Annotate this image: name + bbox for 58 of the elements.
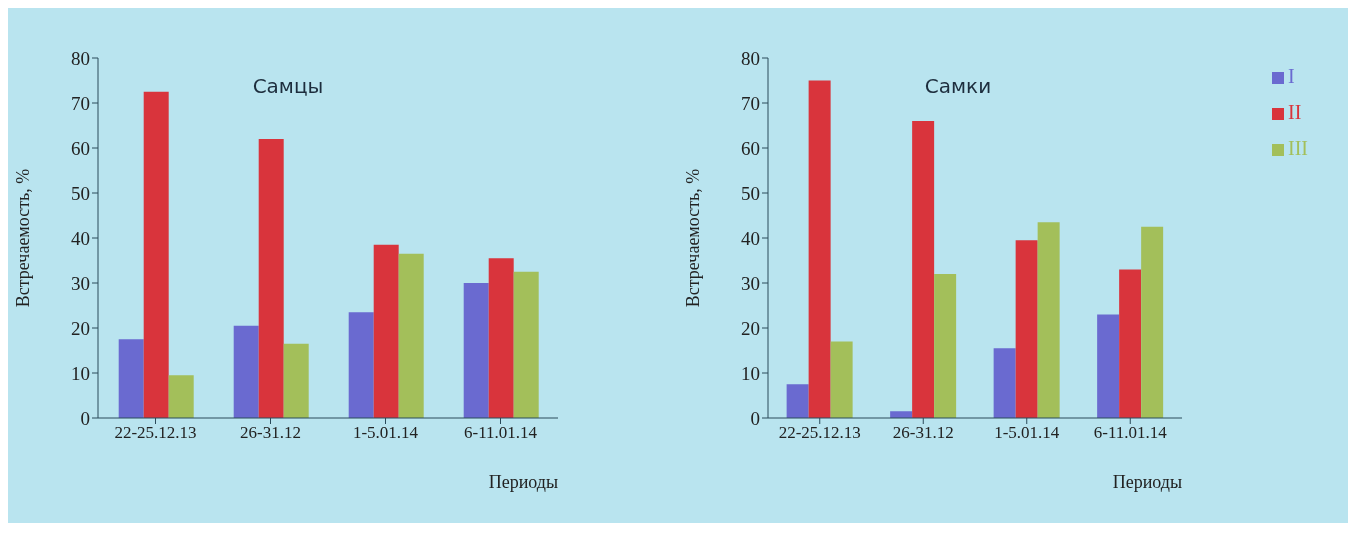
x-tick-label: 6-11.01.14: [1093, 423, 1168, 443]
y-tick-label: 0: [80, 407, 90, 429]
bar: [1097, 314, 1120, 418]
x-tick-label: 6-11.01.14: [463, 423, 538, 443]
x-tick-label: 1-5.01.14: [994, 423, 1060, 443]
y-tick-label: 30: [71, 272, 90, 294]
bar: [463, 283, 489, 418]
bar: [786, 384, 809, 418]
bar: [912, 121, 935, 418]
y-tick-label: 10: [71, 362, 90, 384]
y-tick-label: 70: [71, 92, 90, 114]
y-tick-label: 0: [750, 407, 760, 429]
y-tick-label: 60: [71, 137, 90, 159]
bar: [808, 80, 831, 418]
bar: [233, 325, 259, 418]
bar: [1119, 269, 1142, 418]
y-axis-title: Встречаемость, %: [13, 168, 34, 308]
x-tick-label: 26-31.12: [240, 423, 301, 443]
bar: [348, 312, 374, 418]
legend-label: II: [1288, 101, 1302, 123]
y-tick-label: 40: [71, 227, 90, 249]
y-tick-label: 70: [741, 92, 760, 114]
y-tick-label: 80: [71, 47, 90, 69]
text: Самцы: [252, 74, 324, 98]
y-tick-label: 10: [741, 362, 760, 384]
y-tick-label: 60: [741, 137, 760, 159]
bar: [258, 139, 284, 418]
bar: [1141, 226, 1164, 418]
bar: [830, 341, 853, 418]
bar: [488, 258, 514, 418]
bar: [513, 271, 539, 418]
bar: [168, 375, 194, 418]
y-tick-label: 30: [741, 272, 760, 294]
y-tick-label: 50: [741, 182, 760, 204]
x-tick-label: 22-25.12.13: [778, 423, 861, 443]
x-tick-label: 22-25.12.13: [114, 423, 197, 443]
x-tick-label: 26-31.12: [892, 423, 954, 443]
x-axis-title: Периоды: [488, 472, 558, 492]
bar: [1015, 240, 1038, 418]
text: III: [1288, 137, 1308, 159]
y-tick-label: 40: [741, 227, 760, 249]
bar: [398, 253, 424, 418]
bar: [934, 274, 957, 418]
text: Самки: [924, 74, 992, 98]
y-tick-label: 50: [71, 182, 90, 204]
y-axis-title: Встречаемость, %: [683, 168, 704, 308]
x-tick-label: 1-5.01.14: [352, 423, 419, 443]
y-tick-label: 20: [71, 317, 90, 339]
bar: [118, 339, 144, 418]
y-tick-label: 20: [741, 317, 760, 339]
bar: [993, 348, 1016, 418]
x-axis-title: Периоды: [1112, 472, 1183, 492]
legend-label: I: [1288, 65, 1295, 87]
bar: [1037, 222, 1060, 418]
bar: [283, 343, 309, 418]
bar: [373, 244, 399, 418]
y-tick-label: 80: [741, 47, 760, 69]
bar: [143, 91, 169, 418]
